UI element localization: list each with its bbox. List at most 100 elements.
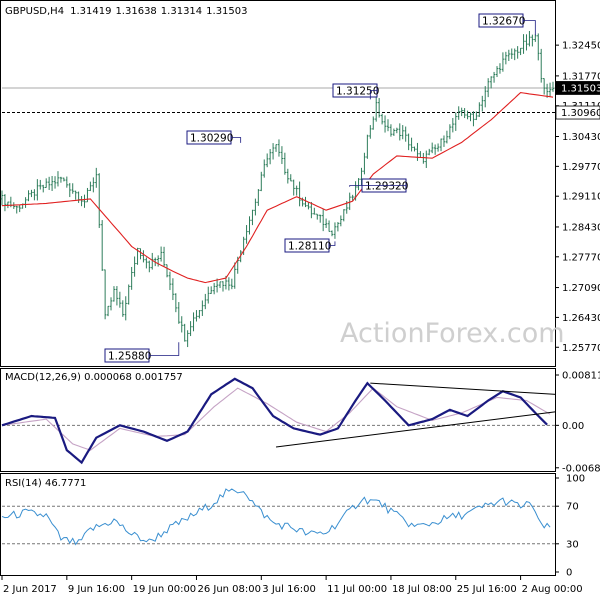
price-bar bbox=[47, 176, 51, 190]
macd-line bbox=[1, 377, 548, 465]
annotation-label: 1.25880 bbox=[108, 351, 151, 363]
price-bar bbox=[118, 291, 122, 308]
price-tag-label: 1.30960 bbox=[561, 108, 600, 119]
price-bar bbox=[44, 178, 48, 189]
rsi-y-tick-label: 0 bbox=[566, 568, 572, 579]
x-tick-label: 2 Jun 2017 bbox=[3, 584, 57, 595]
price-bar bbox=[413, 146, 416, 152]
price-bar bbox=[263, 159, 266, 178]
price-bar bbox=[103, 269, 107, 320]
price-bar bbox=[469, 112, 472, 122]
price-bar bbox=[271, 143, 275, 160]
price-annotation: 1.29320 bbox=[349, 178, 408, 193]
price-bar bbox=[398, 123, 401, 141]
price-bar bbox=[121, 300, 125, 317]
price-bar bbox=[430, 142, 434, 154]
price-annotation: 1.25880 bbox=[104, 342, 180, 363]
ohlc-open: 1.31419 bbox=[70, 6, 111, 17]
rsi-panel bbox=[0, 473, 556, 576]
price-bar bbox=[0, 190, 4, 206]
price-bar bbox=[484, 86, 487, 108]
price-bar bbox=[330, 230, 334, 237]
price-bar bbox=[92, 177, 95, 193]
price-bar bbox=[454, 112, 457, 131]
price-bar bbox=[492, 71, 496, 83]
price-bar bbox=[221, 281, 225, 292]
price-annotation: 1.28110 bbox=[284, 238, 336, 253]
rsi-y-tick-label: 70 bbox=[566, 502, 579, 513]
price-bar bbox=[3, 194, 7, 212]
price-tag-label: 1.31503 bbox=[561, 84, 600, 95]
support-level-tag: 1.30960 bbox=[555, 105, 600, 120]
price-bar bbox=[319, 214, 322, 223]
price-bar bbox=[30, 189, 33, 198]
price-bar bbox=[519, 47, 522, 56]
price-bar bbox=[348, 192, 351, 211]
price-bar bbox=[416, 142, 419, 161]
price-annotation: 1.32670 bbox=[478, 13, 536, 36]
annotation-leader bbox=[369, 90, 377, 100]
price-bar bbox=[251, 209, 254, 226]
price-bar bbox=[189, 321, 192, 337]
price-bar bbox=[18, 204, 21, 213]
price-bar bbox=[36, 179, 39, 201]
price-bar bbox=[510, 48, 513, 59]
price-bar bbox=[124, 296, 127, 321]
price-y-tick-label: 1.31770 bbox=[562, 71, 600, 82]
ohlc-low: 1.31314 bbox=[161, 6, 202, 17]
price-bar bbox=[53, 176, 57, 189]
price-bar bbox=[522, 34, 525, 54]
price-annotation: 1.31250 bbox=[332, 83, 379, 100]
price-bar bbox=[472, 111, 475, 127]
price-bar bbox=[159, 246, 163, 262]
price-bar bbox=[248, 216, 251, 235]
price-bar bbox=[501, 52, 505, 72]
price-bar bbox=[74, 190, 77, 200]
price-bar bbox=[327, 220, 331, 232]
annotation-label: 1.31250 bbox=[336, 86, 379, 98]
price-bar bbox=[254, 198, 257, 216]
price-bar bbox=[513, 48, 516, 61]
price-bar bbox=[68, 182, 71, 198]
price-bar bbox=[298, 181, 301, 207]
price-bar bbox=[274, 144, 278, 152]
annotation-leader bbox=[523, 20, 536, 36]
price-bar bbox=[156, 255, 160, 267]
price-bar bbox=[366, 134, 369, 159]
price-bar bbox=[257, 189, 260, 206]
price-bar bbox=[525, 34, 528, 51]
price-bar bbox=[357, 178, 360, 191]
rsi-title: RSI(14) 46.7771 bbox=[5, 478, 86, 489]
price-bar bbox=[486, 78, 490, 98]
price-bar bbox=[115, 286, 119, 306]
price-bar bbox=[540, 48, 543, 83]
price-bar bbox=[342, 209, 345, 222]
rsi-y-tick-label: 100 bbox=[566, 474, 585, 485]
price-bar bbox=[445, 130, 449, 144]
price-bar bbox=[168, 271, 172, 291]
price-y-tick-label: 1.27770 bbox=[562, 252, 600, 263]
macd-y-tick-label: 0.00 bbox=[562, 421, 584, 432]
price-bar bbox=[112, 286, 116, 302]
price-y-tick-label: 1.32450 bbox=[562, 41, 600, 52]
price-bar bbox=[171, 278, 175, 301]
price-bar bbox=[451, 117, 455, 133]
price-title: GBPUSD,H4 1.31419 1.31638 1.31314 1.31503 bbox=[5, 6, 248, 17]
price-bar bbox=[448, 124, 452, 140]
price-bar bbox=[457, 106, 460, 120]
price-y-tick-label: 1.27090 bbox=[562, 283, 600, 294]
x-tick-label: 11 Jul 00:00 bbox=[327, 584, 387, 595]
price-bar bbox=[210, 286, 213, 294]
price-bar bbox=[531, 34, 534, 47]
price-bar bbox=[548, 82, 552, 97]
price-bar bbox=[215, 278, 219, 293]
price-y-tick-label: 1.29110 bbox=[562, 192, 600, 203]
price-bar bbox=[50, 175, 54, 191]
macd-y-tick-label: 0.008118 bbox=[562, 370, 600, 381]
price-tag-box bbox=[555, 105, 600, 120]
x-tick-label: 2 Aug 00:00 bbox=[522, 584, 583, 595]
price-annotation: 1.30290 bbox=[186, 130, 242, 145]
price-bar bbox=[375, 96, 378, 122]
ohlc-high: 1.31638 bbox=[115, 6, 156, 17]
price-bar bbox=[245, 225, 248, 244]
